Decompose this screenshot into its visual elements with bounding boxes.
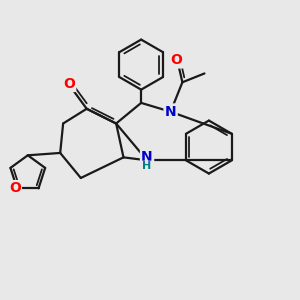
Text: H: H [142,161,152,171]
Text: N: N [165,105,176,119]
Text: O: O [63,77,75,91]
Text: N: N [141,150,153,164]
Text: O: O [171,53,182,67]
Text: O: O [9,181,21,195]
